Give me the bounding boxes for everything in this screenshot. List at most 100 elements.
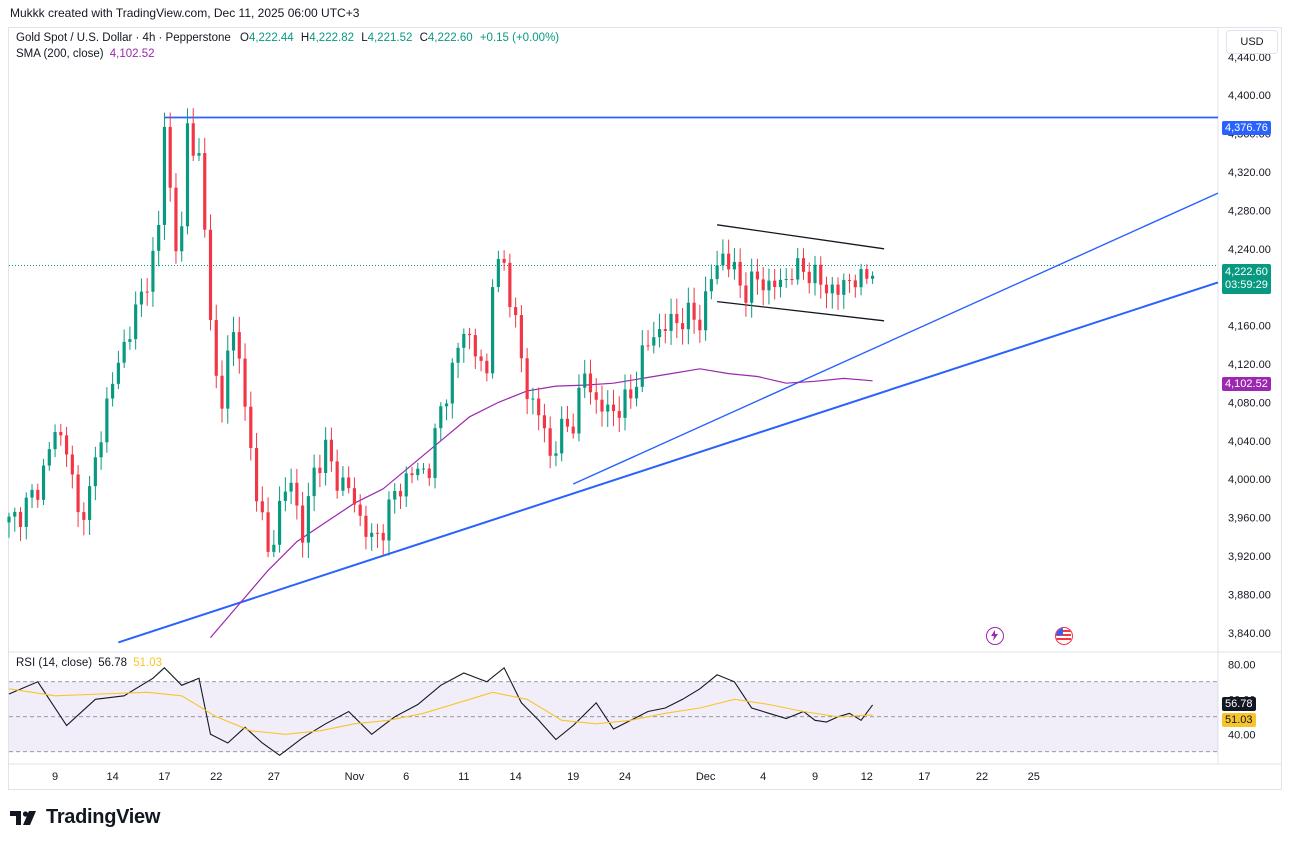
price-pane: [7, 108, 1219, 644]
chart-frame: [8, 27, 1282, 790]
low-label: L: [361, 32, 368, 44]
candle-body: [444, 403, 449, 407]
candle-body: [341, 477, 345, 491]
candle-body: [59, 432, 63, 436]
price-axis-tick-label: 4,400.00: [1228, 90, 1271, 102]
candle-body: [675, 313, 679, 324]
candle-body: [686, 302, 690, 330]
candle-body: [560, 418, 564, 454]
candle-body: [491, 287, 495, 374]
candle-body: [375, 532, 380, 534]
candle-body: [721, 253, 725, 266]
time-axis-tick-label: Dec: [696, 771, 716, 783]
price-axis-tick-label: 3,880.00: [1228, 589, 1271, 601]
axes: 4,440.004,400.004,360.004,320.004,280.00…: [52, 52, 1271, 783]
time-axis-tick-label: 17: [158, 771, 170, 783]
candle-body: [272, 544, 276, 552]
candle-body: [750, 271, 754, 303]
candle-body: [606, 404, 610, 412]
candle-body: [744, 285, 748, 303]
open-value: 4,222.44: [248, 32, 294, 44]
time-axis-tick-label: 27: [268, 771, 280, 783]
resistance-price-tag: 4,376.76: [1222, 121, 1271, 135]
time-axis-tick-label: 19: [567, 771, 579, 783]
candle-body: [761, 279, 765, 291]
time-axis-tick-label: 22: [976, 771, 988, 783]
rsi-axis-tick-label: 40.00: [1228, 729, 1256, 741]
candle-body: [329, 439, 333, 462]
candle-body: [813, 264, 817, 284]
time-axis-tick-label: Nov: [345, 771, 365, 783]
candle-body: [485, 360, 489, 374]
bar-countdown: 03:59:29: [1225, 279, 1268, 291]
sma-value: 4,102.52: [109, 48, 155, 60]
candle-body: [289, 482, 293, 492]
candle-body: [295, 482, 299, 506]
candle-body: [537, 398, 541, 416]
candle-body: [70, 454, 74, 475]
candle-body: [185, 123, 190, 227]
candle-body: [496, 258, 500, 288]
candle-body: [421, 468, 426, 470]
candle-body: [162, 126, 167, 225]
currency-button[interactable]: USD: [1226, 30, 1278, 54]
price-axis-tick-label: 4,320.00: [1228, 167, 1271, 179]
candle-body: [531, 398, 535, 400]
candle-body: [30, 489, 34, 498]
candle-body: [128, 339, 132, 342]
candle-body: [704, 291, 708, 331]
sma-legend[interactable]: SMA (200, close) 4,102.52: [16, 48, 155, 60]
us-flag-event-icon[interactable]: [1055, 627, 1073, 645]
rsi-ma-line: [8, 688, 873, 735]
chart-attribution: Mukkk created with TradingView.com, Dec …: [10, 6, 360, 20]
sma-200-line: [210, 368, 873, 638]
candle-body: [82, 512, 86, 520]
candle-body: [773, 280, 777, 288]
time-axis-tick-label: 11: [458, 771, 469, 783]
candle-body: [577, 387, 581, 434]
candle-body: [260, 501, 264, 513]
candle-body: [865, 269, 869, 279]
price-axis-tick-label: 3,840.00: [1228, 628, 1271, 640]
rsi-value: 56.78: [98, 657, 128, 669]
channel-line: [717, 224, 885, 250]
time-axis-tick-label: 17: [918, 771, 930, 783]
candle-body: [64, 435, 69, 455]
time-axis-tick-label: 14: [510, 771, 522, 783]
last-price-value: 4,222.60: [1225, 266, 1268, 278]
price-axis-tick-label: 4,160.00: [1228, 321, 1271, 333]
time-axis-tick-label: 6: [403, 771, 409, 783]
time-axis-tick-label: 22: [210, 771, 222, 783]
time-axis-tick-label: 24: [619, 771, 631, 783]
candle-body: [554, 453, 558, 456]
candle-body: [53, 432, 57, 450]
candle-body: [36, 489, 40, 500]
candle-body: [456, 347, 460, 363]
candle-body: [853, 280, 857, 288]
candle-body: [197, 153, 201, 156]
candle-body: [514, 307, 518, 316]
rsi-legend[interactable]: RSI (14, close) 56.78 51.03: [16, 657, 162, 669]
lightning-event-icon[interactable]: [986, 627, 1004, 645]
candle-body: [393, 490, 397, 500]
candle-body: [145, 291, 149, 293]
candle-body: [652, 337, 656, 346]
candle-body: [364, 515, 368, 537]
candle-body: [830, 284, 834, 294]
rsi-label: RSI (14, close): [16, 657, 93, 669]
candle-body: [76, 474, 80, 513]
candle-body: [226, 350, 230, 409]
low-value: 4,221.52: [367, 32, 413, 44]
candle-body: [669, 313, 673, 331]
rsi-pane: [8, 666, 1218, 756]
candle-body: [692, 302, 696, 320]
candle-body: [450, 362, 454, 404]
candle-body: [508, 262, 512, 308]
rsi-value-tag: 56.78: [1222, 697, 1256, 711]
candle-body: [7, 516, 11, 523]
price-axis-tick-label: 4,000.00: [1228, 474, 1271, 486]
candle-body: [134, 304, 138, 340]
price-axis-tick-label: 4,280.00: [1228, 205, 1271, 217]
tradingview-logo[interactable]: TradingView: [10, 806, 160, 829]
